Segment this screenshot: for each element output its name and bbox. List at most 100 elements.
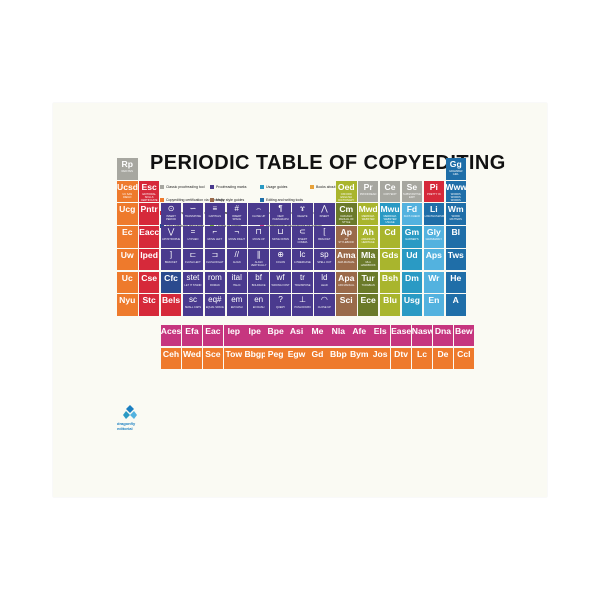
cell-symbol: Ccl — [457, 348, 471, 359]
element-cell: Ceh — [160, 347, 182, 370]
cell-symbol: Uc — [121, 272, 133, 283]
cell-symbol: Bbp — [330, 348, 347, 359]
element-cell: Cm Chicago Manual of Style — [336, 203, 357, 225]
element-cell: Uw — [117, 248, 138, 271]
legend-label: Proofreading marks — [216, 185, 247, 189]
element-cell: Gly grammarly — [423, 226, 445, 248]
element-cell: De — [432, 347, 454, 370]
cell-caption: close up — [252, 215, 266, 219]
proofreading-mark-cell: sp spell out — [314, 248, 335, 271]
logo-line1: dragonfly — [117, 421, 136, 426]
proofreading-mark-cell: ⊏ flush left — [182, 248, 204, 271]
proofreading-mark-cell: //align — [226, 248, 247, 271]
cell-caption: insert space — [232, 215, 242, 222]
cell-caption: small caps — [184, 306, 202, 310]
proofreading-mark-cell: ∽ transpose — [182, 203, 204, 225]
legend-label: Levels of editing — [216, 224, 241, 228]
cell-symbol: Se — [406, 181, 418, 192]
cell-caption: lingthusiasm — [424, 215, 445, 219]
cell-caption: fact-check — [403, 215, 421, 219]
element-cell: Bpe — [265, 324, 286, 347]
cell-symbol: Wed — [182, 348, 201, 359]
legend-label: Major style guides — [216, 198, 245, 202]
cell-caption: Turabian — [361, 283, 375, 287]
element-cell: Aces — [160, 324, 182, 347]
cell-caption: substantive edit — [403, 192, 421, 199]
cell-symbol: ⋀ — [321, 204, 328, 214]
element-cell: Aps — [423, 248, 445, 271]
proofreading-mark-cell: en en dash — [248, 294, 269, 316]
element-cell: Dtv — [390, 347, 412, 370]
element-cell: Gm Garner's — [401, 226, 423, 248]
cell-symbol: eq# — [208, 295, 222, 305]
cell-caption: grammar girl — [448, 170, 463, 176]
cell-symbol: Gg — [449, 159, 462, 169]
cell-symbol: bf — [255, 272, 262, 282]
cell-symbol: ◠ — [320, 295, 328, 305]
cell-symbol: De — [437, 348, 449, 359]
cell-caption: Garner's — [405, 238, 419, 242]
element-cell: Cd — [379, 226, 401, 248]
element-cell: Ucg — [117, 203, 138, 225]
cell-caption: wrong font — [271, 283, 290, 287]
proofreading-mark-cell: ? query — [270, 294, 291, 316]
cell-symbol: [ — [323, 227, 326, 237]
cell-symbol: Nla — [331, 325, 346, 336]
element-cell: Dm — [401, 271, 423, 293]
cell-symbol: Ama — [336, 249, 356, 260]
cell-symbol: En — [428, 295, 440, 306]
cell-symbol: Cse — [141, 272, 158, 283]
cell-symbol: ∥ — [256, 249, 261, 259]
proofreading-mark-cell: ⊂ insert comma — [292, 226, 313, 248]
legend-label: Professional associations for editors — [266, 224, 322, 228]
element-cell: Egw — [286, 347, 307, 370]
cell-symbol: sc — [188, 295, 197, 305]
cell-symbol: Eac — [205, 325, 221, 336]
cell-symbol: Esc — [141, 181, 157, 192]
cell-caption: bracket — [164, 260, 178, 264]
cell-caption: insert — [319, 215, 330, 219]
legend-swatch — [260, 224, 264, 229]
proofreading-mark-cell: ⊐ flush right — [204, 248, 226, 271]
cell-symbol: Mla — [360, 249, 376, 260]
proofreading-mark-cell: bf boldface — [248, 271, 269, 293]
proofreading-mark-cell: ¶ new paragraph — [270, 203, 291, 225]
cell-symbol: Iped — [140, 249, 158, 260]
proofreading-mark-cell: lc lowercase — [292, 248, 313, 271]
element-cell: Nyu — [117, 294, 138, 316]
proofreading-mark-cell: ∥ align vertically — [248, 248, 269, 271]
cell-symbol: stet — [186, 272, 200, 282]
cell-symbol: Pntr — [140, 204, 158, 215]
element-cell: Eac — [202, 324, 224, 347]
cell-symbol: Wm — [447, 204, 464, 215]
cell-caption: move up — [252, 238, 265, 242]
legend-label: Classic proofreading tool — [166, 185, 205, 189]
element-cell: Iep — [223, 324, 245, 347]
cell-symbol: ⊓ — [255, 227, 262, 237]
element-cell: Se substantive edit — [401, 180, 423, 203]
cell-symbol: # — [234, 204, 239, 214]
element-cell: Bbgp — [244, 347, 265, 370]
cell-caption: align — [232, 260, 241, 264]
cell-caption: apostrophe — [162, 238, 181, 242]
element-cell: Wm word matters — [445, 203, 466, 225]
legend-item: Fact-checking resources — [160, 224, 204, 229]
cell-caption: AP Stylebook — [338, 238, 355, 245]
cell-symbol: Uw — [120, 249, 134, 260]
proofreading-mark-cell: em em dash — [226, 294, 247, 316]
cell-symbol: ¬ — [234, 227, 240, 237]
cell-symbol: ⊥ — [298, 295, 306, 305]
cell-symbol: Aps — [425, 249, 442, 260]
logo: dragonfly editorial — [117, 405, 145, 441]
element-cell: Peg — [265, 347, 286, 370]
cell-symbol: Tws — [447, 249, 464, 260]
element-cell: Www words words words — [445, 180, 466, 203]
legend-label: Usage guides — [266, 185, 288, 189]
cell-symbol: ] — [169, 249, 173, 259]
element-cell: Ce copyedit — [379, 180, 401, 203]
cell-symbol: Tur — [361, 272, 375, 283]
legend-item: Proofreading marks — [210, 185, 247, 190]
legend-swatch — [160, 198, 164, 203]
element-cell: Me — [307, 324, 328, 347]
element-cell: Uc — [117, 271, 138, 293]
